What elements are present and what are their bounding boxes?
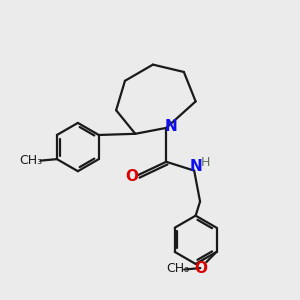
Text: H: H: [201, 156, 210, 169]
Text: O: O: [194, 261, 207, 276]
Text: N: N: [165, 119, 178, 134]
Text: N: N: [189, 159, 202, 174]
Text: O: O: [125, 169, 138, 184]
Text: CH₃: CH₃: [167, 262, 190, 275]
Text: CH₃: CH₃: [20, 154, 43, 167]
